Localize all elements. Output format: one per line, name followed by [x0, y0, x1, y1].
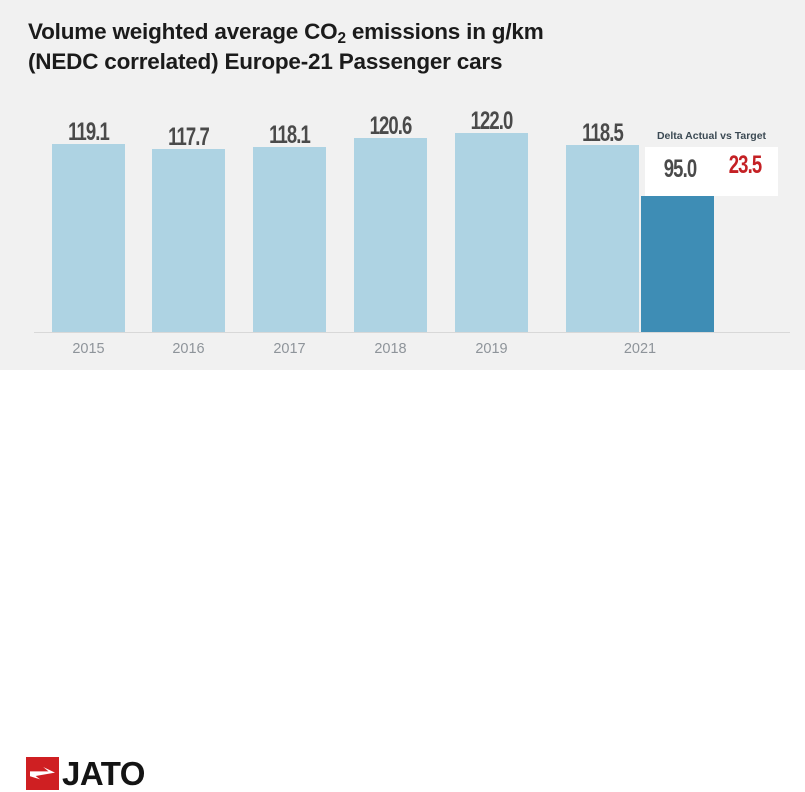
- bar-value-2016: 117.7: [168, 123, 210, 151]
- x-label-2015: 2015: [72, 341, 105, 357]
- jato-arrow-icon: [26, 757, 59, 790]
- bar-2021-actual[interactable]: [566, 145, 639, 332]
- bar-2019[interactable]: [455, 133, 528, 332]
- jato-logo: JATO: [26, 757, 145, 790]
- chart-title-line-1: Volume weighted average CO2 emissions in…: [28, 18, 768, 48]
- chart-panel: Volume weighted average CO2 emissions in…: [0, 0, 805, 370]
- bar-2017[interactable]: [253, 147, 326, 332]
- x-label-2016: 2016: [172, 341, 205, 357]
- bar-2018[interactable]: [354, 138, 427, 332]
- delta-caption: Delta Actual vs Target: [656, 130, 767, 142]
- delta-box: 95.0 23.5: [645, 147, 778, 196]
- x-label-2018: 2018: [374, 341, 407, 357]
- plot-area: 119.1 2015 117.7 2016 118.1 2017 120.6 2…: [0, 0, 805, 370]
- bar-2021-target[interactable]: [641, 196, 714, 332]
- x-label-2019: 2019: [475, 341, 508, 357]
- bar-value-2015: 119.1: [68, 118, 110, 146]
- jato-wordmark: JATO: [62, 755, 145, 792]
- bar-2016[interactable]: [152, 149, 225, 332]
- bar-value-2017: 118.1: [269, 121, 311, 149]
- delta-target-value: 95.0: [663, 155, 697, 183]
- x-label-2021: 2021: [623, 341, 657, 357]
- bar-2015[interactable]: [52, 144, 125, 332]
- chart-title-subscript: 2: [337, 30, 346, 47]
- bar-value-2021-actual: 118.5: [582, 119, 624, 147]
- bar-value-2019: 122.0: [470, 107, 514, 135]
- chart-title-line-2: (NEDC correlated) Europe-21 Passenger ca…: [28, 49, 503, 74]
- bar-value-2018: 120.6: [369, 112, 413, 140]
- axis-baseline: [34, 332, 790, 333]
- delta-difference-value: 23.5: [728, 151, 762, 179]
- chart-title: Volume weighted average CO2 emissions in…: [28, 18, 768, 75]
- footer: JATO: [0, 370, 805, 790]
- chart-title-part-suffix: emissions in g/km: [345, 19, 544, 44]
- chart-title-part-prefix: Volume weighted average CO: [28, 19, 338, 44]
- x-label-2017: 2017: [273, 341, 306, 357]
